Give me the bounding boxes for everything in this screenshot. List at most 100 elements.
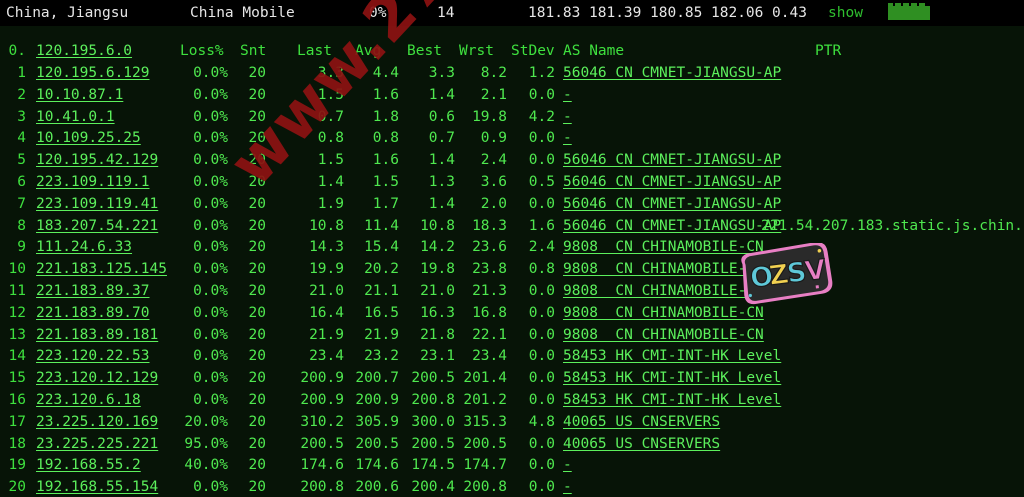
cell-host[interactable]: 120.195.42.129 <box>36 152 159 169</box>
cell-host[interactable]: 221.183.89.181 <box>36 326 159 343</box>
cell-host[interactable]: 223.109.119.41 <box>36 195 159 212</box>
cell-last: 200.9 <box>300 370 344 387</box>
cell-host[interactable]: 183.207.54.221 <box>36 217 159 234</box>
cell-idx: 16 <box>8 392 26 408</box>
cell-as: - <box>563 86 572 103</box>
table-row[interactable]: 9 111.24.6.33 0.0% 20 14.3 15.4 14.2 23.6 2.4 980… <box>0 236 1024 258</box>
table-row[interactable]: 7 223.109.119.41 0.0% 20 1.9 1.7 1.4 2.0 0.0 5604… <box>0 193 1024 215</box>
cell-host[interactable]: 223.120.12.129 <box>36 370 159 387</box>
cell-best: 3.3 <box>428 65 455 81</box>
cell-as: 58453 HK CMI-INT-HK Level <box>563 370 782 387</box>
cell-host[interactable]: 10.41.0.1 <box>36 108 115 125</box>
cell-as: 40065 US CNSERVERS <box>563 435 721 452</box>
cell-last: 1.5 <box>317 86 344 103</box>
cell-last: 1.4 <box>317 174 344 190</box>
cell-best: 0.6 <box>428 108 455 125</box>
cell-stdev: 0.0 <box>528 457 555 474</box>
cell-host[interactable]: 192.168.55.2 <box>36 457 141 474</box>
cell-host[interactable]: 23.225.120.169 <box>36 413 159 430</box>
cell-last: 21.9 <box>309 326 344 343</box>
cell-loss: 0.0% <box>193 65 228 81</box>
cell-loss: 0.0% <box>193 195 228 212</box>
cell-wrst: 23.8 <box>472 261 507 278</box>
cell-as: 56046 CN CMNET-JIANGSU-AP <box>563 174 782 190</box>
table-row[interactable]: 3 10.41.0.1 0.0% 20 0.7 1.8 0.6 19.8 4.2- <box>0 106 1024 128</box>
cell-snt: 20 <box>248 392 266 408</box>
table-row[interactable]: 16 223.120.6.18 0.0% 20 200.9 200.9 200.8 201.2… <box>0 389 1024 411</box>
cell-stdev: 0.0 <box>528 283 555 299</box>
table-row[interactable]: 13 221.183.89.181 0.0% 20 21.9 21.9 21.8 22.1 0.… <box>0 324 1024 346</box>
table-row[interactable]: 4 10.109.25.25 0.0% 20 0.8 0.8 0.7 0.9 0.0- <box>0 127 1024 149</box>
cell-best: 0.7 <box>428 130 455 147</box>
cell-host[interactable]: 10.109.25.25 <box>36 130 141 147</box>
cell-wrst: 201.4 <box>463 370 507 387</box>
cell-loss: 0.0% <box>193 152 228 169</box>
cell-avg: 0.8 <box>372 130 399 147</box>
cell-loss: 0.0% <box>193 261 228 278</box>
cell-best: 10.8 <box>420 217 455 234</box>
table-row[interactable]: 11 221.183.89.37 0.0% 20 21.0 21.1 21.0 21.3 0.0… <box>0 280 1024 302</box>
column-header-avg: Avg <box>355 43 382 59</box>
cell-loss: 0.0% <box>193 239 228 256</box>
cell-avg: 200.6 <box>355 479 399 496</box>
table-row[interactable]: 17 23.225.120.169 20.0% 20 310.2 305.9 300.0 31… <box>0 411 1024 433</box>
table-row[interactable]: 10 221.183.125.145 0.0% 20 19.9 20.2 19.8 23.8 0… <box>0 258 1024 280</box>
table-row[interactable]: 6 223.109.119.1 0.0% 20 1.4 1.5 1.3 3.6 0.5 56046… <box>0 171 1024 193</box>
cell-avg: 15.4 <box>364 239 399 256</box>
cell-wrst: 3.6 <box>480 174 507 190</box>
cell-idx: 19 <box>8 457 26 474</box>
cell-host[interactable]: 221.183.89.70 <box>36 304 150 321</box>
table-row[interactable]: 15 223.120.12.129 0.0% 20 200.9 200.7 200.5 201… <box>0 367 1024 389</box>
cell-idx: 3 <box>17 108 26 125</box>
table-row[interactable]: 18 23.225.225.221 95.0% 20 200.5 200.5 200.5 20… <box>0 433 1024 455</box>
table-row[interactable]: 8 183.207.54.221 0.0% 20 10.8 11.4 10.8 18.3 1.6… <box>0 215 1024 237</box>
column-header-wrst: Wrst <box>459 43 494 59</box>
cell-as: 40065 US CNSERVERS <box>563 413 721 430</box>
cell-host[interactable]: 23.225.225.221 <box>36 435 159 452</box>
cell-idx: 20 <box>8 479 26 496</box>
cell-snt: 20 <box>248 86 266 103</box>
cell-host[interactable]: 10.10.87.1 <box>36 86 124 103</box>
table-header-row: 0. 120.195.6.0 Loss% Snt Last Avg Best W… <box>0 40 1024 62</box>
cell-best: 23.1 <box>420 348 455 365</box>
cell-loss: 0.0% <box>193 392 228 408</box>
cell-best: 21.0 <box>420 283 455 299</box>
cell-last: 0.8 <box>317 130 344 147</box>
cell-last: 0.7 <box>317 108 344 125</box>
table-row[interactable]: 19 192.168.55.2 40.0% 20 174.6 174.6 174.5 174.… <box>0 454 1024 476</box>
cell-host[interactable]: 223.109.119.1 <box>36 174 150 190</box>
cell-idx: 10 <box>8 261 26 278</box>
cell-as: 56046 CN CMNET-JIANGSU-AP <box>563 217 782 234</box>
cell-idx: 6 <box>17 174 26 190</box>
show-link[interactable]: show <box>828 5 863 21</box>
cell-snt: 20 <box>248 326 266 343</box>
table-row[interactable]: 20 192.168.55.154 0.0% 20 200.8 200.6 200.4 200… <box>0 476 1024 497</box>
cell-host[interactable]: 223.120.6.18 <box>36 392 141 408</box>
cell-idx: 18 <box>8 435 26 452</box>
cell-snt: 20 <box>248 304 266 321</box>
table-row[interactable]: 2 10.10.87.1 0.0% 20 1.5 1.6 1.4 2.1 0.0- <box>0 84 1024 106</box>
summary-worst: 182.06 <box>711 5 764 21</box>
table-row[interactable]: 12 221.183.89.70 0.0% 20 16.4 16.5 16.3 16.8 0.0… <box>0 302 1024 324</box>
cell-idx: 1 <box>17 65 26 81</box>
origin-host[interactable]: 120.195.6.0 <box>36 43 133 59</box>
cell-host[interactable]: 192.168.55.154 <box>36 479 159 496</box>
cell-avg: 174.6 <box>355 457 399 474</box>
cell-host[interactable]: 221.183.125.145 <box>36 261 167 278</box>
table-row[interactable]: 1 120.195.6.129 0.0% 20 3.3 4.4 3.3 8.2 1.2 56046… <box>0 62 1024 84</box>
cell-host[interactable]: 120.195.6.129 <box>36 65 150 81</box>
column-header-best: Best <box>407 43 442 59</box>
cell-host[interactable]: 221.183.89.37 <box>36 283 150 299</box>
cell-best: 200.4 <box>411 479 455 496</box>
table-row[interactable]: 14 223.120.22.53 0.0% 20 23.4 23.2 23.1 23.4 0.0… <box>0 345 1024 367</box>
cell-stdev: 0.0 <box>528 479 555 496</box>
table-row[interactable]: 5 120.195.42.129 0.0% 20 1.5 1.6 1.4 2.4 0.0 5604… <box>0 149 1024 171</box>
cell-snt: 20 <box>248 65 266 81</box>
cell-host[interactable]: 223.120.22.53 <box>36 348 150 365</box>
cell-avg: 1.5 <box>372 174 399 190</box>
cell-ptr: 221.54.207.183.static.js.chin. <box>761 217 1023 234</box>
cell-host[interactable]: 111.24.6.33 <box>36 239 133 256</box>
cell-wrst: 174.7 <box>463 457 507 474</box>
cell-idx: 17 <box>8 413 26 430</box>
cell-idx: 12 <box>8 304 26 321</box>
